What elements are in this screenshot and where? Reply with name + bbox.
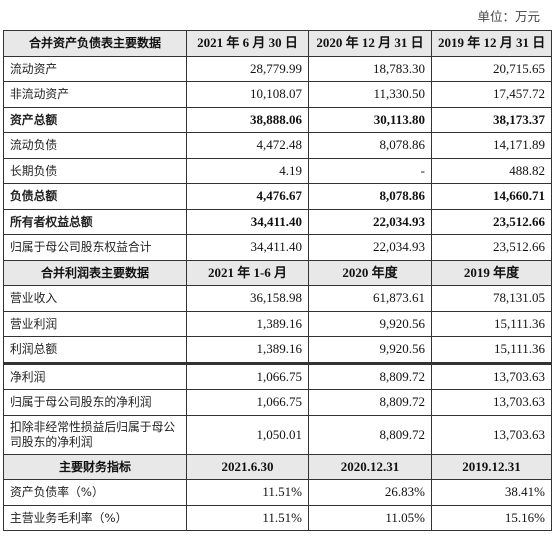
value-cell: 36,158.98 (186, 285, 309, 312)
value-cell: 4,476.67 (186, 183, 309, 210)
row-label: 资产总额 (3, 106, 187, 133)
value-cell: - (308, 157, 432, 184)
table-row: 扣除非经常性损益后归属于母公司股东的净利润 1,050.01 8,809.72 … (3, 414, 552, 455)
financial-data-table: 合并资产负债表主要数据 2021 年 6 月 30 日 2020 年 12 月 … (3, 30, 552, 531)
value-cell: 10,108.07 (186, 81, 309, 108)
table-row: 营业利润 1,389.16 9,920.56 15,111.36 (3, 310, 552, 337)
table-row: 归属于母公司股东权益合计 34,411.40 22,034.93 23,512.… (3, 234, 552, 261)
header-cell: 2020.12.31 (308, 453, 432, 480)
table-row: 净利润 1,066.75 8,809.72 13,703.63 (3, 361, 552, 390)
table-row: 负债总额 4,476.67 8,078.86 14,660.71 (3, 183, 552, 210)
value-cell: 34,411.40 (186, 234, 309, 261)
header-cell: 2019.12.31 (431, 453, 552, 480)
table-header-row: 合并利润表主要数据 2021 年 1-6 月 2020 年度 2019 年度 (3, 259, 552, 286)
row-label: 营业利润 (3, 310, 187, 337)
value-cell: 9,920.56 (308, 310, 432, 337)
value-cell: 15,111.36 (431, 336, 552, 364)
table-row: 营业收入 36,158.98 61,873.61 78,131.05 (3, 285, 552, 312)
header-cell: 2020 年 12 月 31 日 (308, 30, 432, 57)
value-cell: 9,920.56 (308, 336, 432, 364)
row-label: 负债总额 (3, 183, 187, 210)
row-label: 长期负债 (3, 157, 187, 184)
header-cell: 2020 年度 (308, 259, 432, 286)
row-label: 归属于母公司股东的净利润 (3, 389, 187, 416)
value-cell: 11.51% (186, 504, 309, 531)
value-cell: 13,703.63 (431, 361, 552, 390)
table-row: 主营业务毛利率（%） 11.51% 11.05% 15.16% (3, 504, 552, 531)
header-cell: 合并资产负债表主要数据 (3, 30, 187, 57)
table-row: 归属于母公司股东的净利润 1,066.75 8,809.72 13,703.63 (3, 389, 552, 416)
value-cell: 78,131.05 (431, 285, 552, 312)
value-cell: 14,171.89 (431, 132, 552, 159)
value-cell: 23,512.66 (431, 234, 552, 261)
row-label: 利润总额 (3, 336, 187, 364)
row-label: 净利润 (3, 361, 187, 390)
value-cell: 1,050.01 (186, 414, 309, 455)
value-cell: 8,809.72 (308, 389, 432, 416)
table-row: 流动资产 28,779.99 18,783.30 20,715.65 (3, 55, 552, 82)
value-cell: 8,809.72 (308, 361, 432, 390)
table-header-row: 主要财务指标 2021.6.30 2020.12.31 2019.12.31 (3, 453, 552, 480)
value-cell: 11,330.50 (308, 81, 432, 108)
row-label: 资产负债率（%） (3, 479, 187, 506)
header-cell: 2021 年 1-6 月 (186, 259, 309, 286)
value-cell: 22,034.93 (308, 208, 432, 235)
value-cell: 8,809.72 (308, 414, 432, 455)
table-row: 资产负债率（%） 11.51% 26.83% 38.41% (3, 479, 552, 506)
value-cell: 8,078.86 (308, 183, 432, 210)
value-cell: 38.41% (431, 479, 552, 506)
value-cell: 38,888.06 (186, 106, 309, 133)
table-row: 资产总额 38,888.06 30,113.80 38,173.37 (3, 106, 552, 133)
value-cell: 1,066.75 (186, 389, 309, 416)
header-cell: 2019 年度 (431, 259, 552, 286)
header-cell: 主要财务指标 (3, 453, 187, 480)
value-cell: 26.83% (308, 479, 432, 506)
value-cell: 8,078.86 (308, 132, 432, 159)
row-label: 流动资产 (3, 55, 187, 82)
header-cell: 合并利润表主要数据 (3, 259, 187, 286)
value-cell: 22,034.93 (308, 234, 432, 261)
table-row: 所有者权益总额 34,411.40 22,034.93 23,512.66 (3, 208, 552, 235)
header-cell: 2021.6.30 (186, 453, 309, 480)
value-cell: 1,389.16 (186, 310, 309, 337)
table-row: 流动负债 4,472.48 8,078.86 14,171.89 (3, 132, 552, 159)
value-cell: 488.82 (431, 157, 552, 184)
value-cell: 18,783.30 (308, 55, 432, 82)
value-cell: 1,066.75 (186, 361, 309, 390)
value-cell: 23,512.66 (431, 208, 552, 235)
value-cell: 15,111.36 (431, 310, 552, 337)
value-cell: 4.19 (186, 157, 309, 184)
header-cell: 2021 年 6 月 30 日 (186, 30, 309, 57)
value-cell: 38,173.37 (431, 106, 552, 133)
table-row: 非流动资产 10,108.07 11,330.50 17,457.72 (3, 81, 552, 108)
value-cell: 20,715.65 (431, 55, 552, 82)
value-cell: 30,113.80 (308, 106, 432, 133)
value-cell: 13,703.63 (431, 389, 552, 416)
value-cell: 11.51% (186, 479, 309, 506)
row-label: 所有者权益总额 (3, 208, 187, 235)
value-cell: 14,660.71 (431, 183, 552, 210)
row-label: 非流动资产 (3, 81, 187, 108)
value-cell: 13,703.63 (431, 414, 552, 455)
row-label: 归属于母公司股东权益合计 (3, 234, 187, 261)
table-row: 利润总额 1,389.16 9,920.56 15,111.36 (3, 336, 552, 364)
value-cell: 4,472.48 (186, 132, 309, 159)
row-label: 主营业务毛利率（%） (3, 504, 187, 531)
unit-label: 单位：万元 (477, 9, 540, 24)
value-cell: 34,411.40 (186, 208, 309, 235)
value-cell: 17,457.72 (431, 81, 552, 108)
value-cell: 11.05% (308, 504, 432, 531)
value-cell: 28,779.99 (186, 55, 309, 82)
table-row: 长期负债 4.19 - 488.82 (3, 157, 552, 184)
value-cell: 15.16% (431, 504, 552, 531)
header-cell: 2019 年 12 月 31 日 (431, 30, 552, 57)
row-label: 扣除非经常性损益后归属于母公司股东的净利润 (3, 414, 187, 455)
row-label: 流动负债 (3, 132, 187, 159)
value-cell: 1,389.16 (186, 336, 309, 364)
value-cell: 61,873.61 (308, 285, 432, 312)
table-header-row: 合并资产负债表主要数据 2021 年 6 月 30 日 2020 年 12 月 … (3, 30, 552, 57)
row-label: 营业收入 (3, 285, 187, 312)
